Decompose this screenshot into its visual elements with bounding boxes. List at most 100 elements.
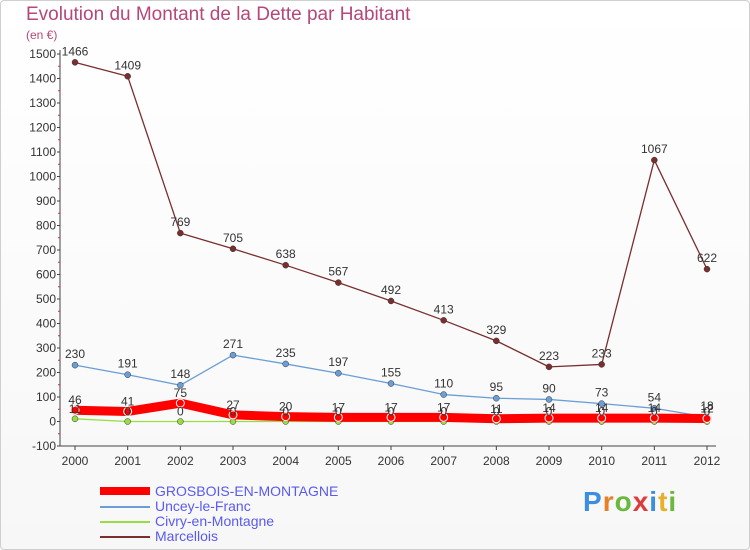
legend-item-uncey: Uncey-le-Franc <box>100 499 430 514</box>
data-point <box>124 73 131 80</box>
y-minor-tick <box>58 65 60 67</box>
x-tick-label: 2008 <box>483 454 510 468</box>
data-point <box>439 412 449 422</box>
data-point <box>440 317 447 324</box>
y-minor-tick <box>58 384 60 386</box>
data-label: 12 <box>700 402 714 416</box>
data-label: 705 <box>223 231 243 245</box>
data-label: 567 <box>328 265 348 279</box>
y-tick-label: 400 <box>36 317 56 331</box>
data-point <box>493 337 500 345</box>
x-tick-label: 2006 <box>378 454 405 468</box>
data-label: 17 <box>437 400 451 414</box>
y-tick-label: 200 <box>36 366 56 380</box>
data-label: 769 <box>170 215 190 229</box>
y-minor-tick <box>58 261 60 263</box>
y-tick-label: 1400 <box>29 72 56 86</box>
data-point <box>71 415 79 423</box>
y-minor-tick <box>58 114 60 116</box>
data-point <box>229 351 237 359</box>
data-label: 17 <box>384 400 398 414</box>
data-label: 75 <box>174 386 188 400</box>
y-minor-tick <box>58 139 60 141</box>
data-label: 197 <box>328 355 348 369</box>
series-line-0 <box>70 398 712 424</box>
legend-swatch-marcellois <box>100 536 150 538</box>
legend-label-marcellois: Marcellois <box>155 528 219 544</box>
y-minor-tick <box>58 163 60 165</box>
x-tick-label: 2004 <box>272 454 299 468</box>
data-point <box>124 418 131 425</box>
data-point <box>597 413 607 423</box>
data-point <box>598 400 605 407</box>
data-point <box>228 410 238 420</box>
data-point <box>335 279 342 286</box>
y-tick-label: 800 <box>36 219 56 233</box>
data-label: 0 <box>335 405 342 419</box>
y-tick-label: 0 <box>49 415 56 429</box>
data-point <box>545 396 553 403</box>
data-label: 1466 <box>62 44 89 58</box>
data-point <box>229 245 237 253</box>
legend-swatch-civry <box>100 521 150 523</box>
data-point <box>175 398 185 408</box>
y-minor-tick <box>58 90 60 92</box>
data-point <box>177 418 184 425</box>
x-tick-label: 2011 <box>641 454 667 468</box>
data-label: 148 <box>170 367 190 381</box>
data-point <box>651 405 658 412</box>
legend-item-grosbois: GROSBOIS-EN-MONTAGNE <box>100 484 430 499</box>
legend: GROSBOIS-EN-MONTAGNE Uncey-le-Franc Civr… <box>100 484 430 544</box>
y-tick-label: 100 <box>36 390 56 404</box>
data-label: 0 <box>493 405 500 419</box>
data-point <box>281 412 291 422</box>
data-label: 0 <box>598 405 605 419</box>
data-label: 223 <box>539 349 559 363</box>
x-tick-label: 2000 <box>62 454 89 468</box>
data-label: 191 <box>118 357 138 371</box>
data-point <box>703 265 711 273</box>
y-tick-label: 1000 <box>29 170 56 184</box>
data-point <box>651 156 658 164</box>
data-point <box>493 394 500 402</box>
data-point <box>335 369 342 377</box>
data-point <box>545 363 553 371</box>
data-label: 90 <box>542 381 556 395</box>
chart-subtitle: (en €) <box>26 28 58 42</box>
data-point <box>649 413 659 423</box>
data-point <box>71 361 79 369</box>
legend-item-civry: Civry-en-Montagne <box>100 514 430 529</box>
legend-label-uncey: Uncey-le-Franc <box>155 498 251 514</box>
y-tick-label: 1300 <box>29 96 56 110</box>
y-tick-label: 300 <box>36 341 56 355</box>
legend-label-civry: Civry-en-Montagne <box>155 513 275 529</box>
data-label: 1409 <box>114 58 141 72</box>
data-label: 1067 <box>641 142 668 156</box>
data-label: 14 <box>648 401 662 415</box>
data-label: 41 <box>121 394 135 408</box>
data-label: 0 <box>282 405 289 419</box>
data-label: 638 <box>276 247 296 261</box>
x-tick-label: 2005 <box>325 454 352 468</box>
data-point <box>282 261 289 269</box>
proxiti-logo: Proxiti <box>583 486 678 517</box>
data-label: 17 <box>332 400 346 414</box>
y-tick-label: 500 <box>36 292 56 306</box>
data-label: 0 <box>704 405 711 419</box>
y-tick-label: 700 <box>36 243 56 257</box>
data-label: 329 <box>486 323 506 337</box>
legend-swatch-grosbois <box>100 487 150 495</box>
data-label: 11 <box>69 402 82 416</box>
data-label: 0 <box>546 405 553 419</box>
data-label: 271 <box>223 337 243 351</box>
data-label: 14 <box>542 401 556 415</box>
data-point <box>386 412 396 422</box>
data-point <box>177 381 184 389</box>
data-label: 0 <box>388 405 395 419</box>
data-label: 11 <box>490 402 503 416</box>
data-label: 0 <box>177 405 184 419</box>
data-label: 233 <box>592 346 612 360</box>
data-point <box>387 380 395 387</box>
data-label: 413 <box>434 302 454 316</box>
